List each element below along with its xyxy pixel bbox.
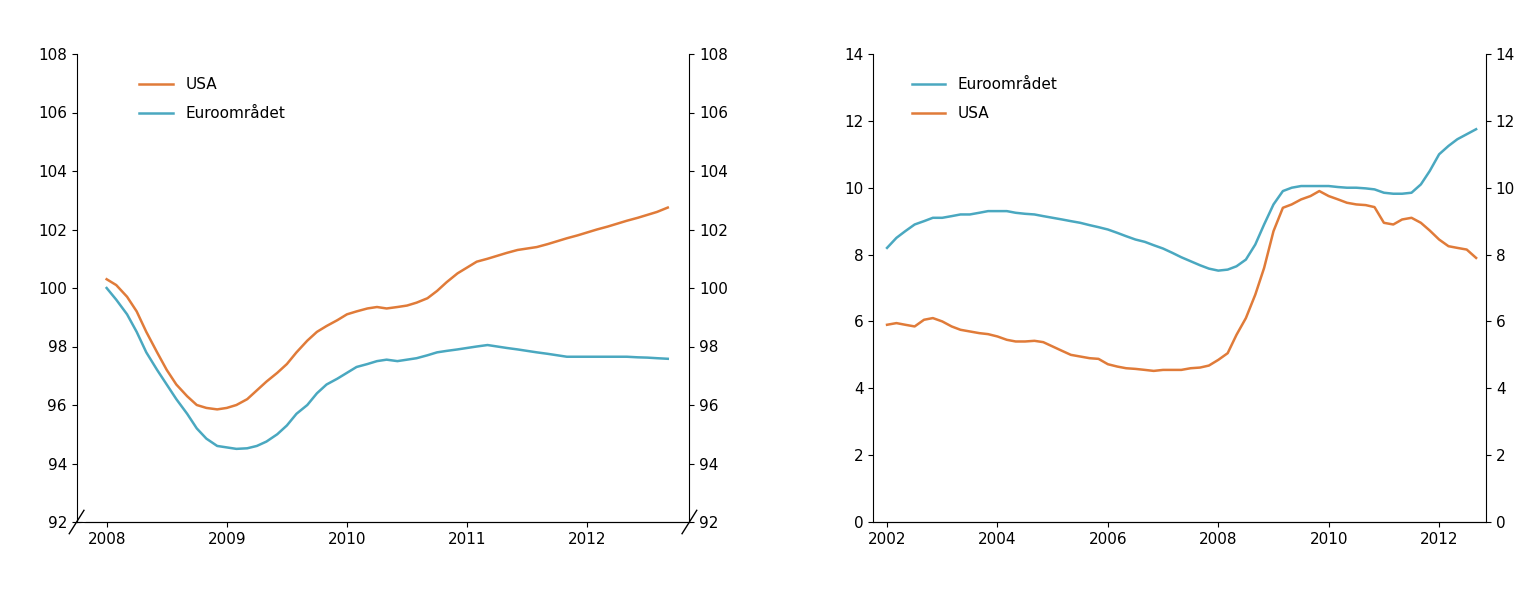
Legend: Euroområdet, USA: Euroområdet, USA: [905, 71, 1063, 127]
Legend: USA, Euroområdet: USA, Euroområdet: [133, 71, 291, 127]
